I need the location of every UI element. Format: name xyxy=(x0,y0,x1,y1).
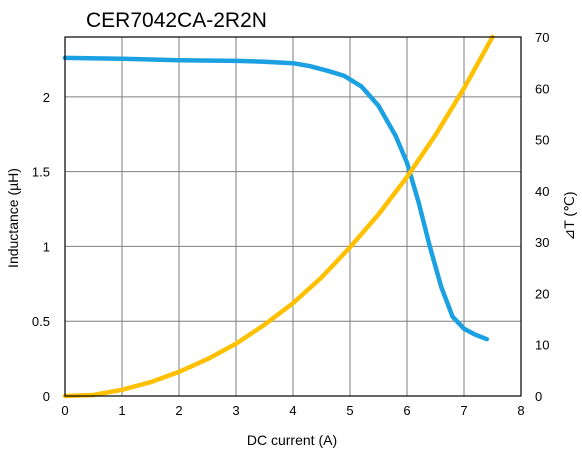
y-left-tick-labels: 0 0.5 1 1.5 2 xyxy=(32,90,50,404)
gridlines xyxy=(65,37,521,396)
y-right-tick-label: 20 xyxy=(535,286,549,301)
series-lines xyxy=(62,34,495,399)
y-left-tick-label: 1 xyxy=(43,239,50,254)
x-tick-label: 8 xyxy=(517,403,524,418)
y-left-tick-label: 0.5 xyxy=(32,314,50,329)
chart-title: CER7042CA-2R2N xyxy=(86,9,267,32)
x-axis-label: DC current (A) xyxy=(247,432,337,448)
y-right-tick-label: 30 xyxy=(535,235,549,250)
x-tick-label: 6 xyxy=(403,403,410,418)
x-tick-label: 1 xyxy=(118,403,125,418)
y-right-tick-label: 60 xyxy=(535,81,549,96)
y-right-tick-label: 50 xyxy=(535,133,549,148)
plot-frame xyxy=(64,36,522,397)
y-right-tick-label: 70 xyxy=(535,30,549,45)
y-left-tick-label: 2 xyxy=(43,90,50,105)
x-tick-label: 0 xyxy=(61,403,68,418)
y-left-axis-label: Inductance (µH) xyxy=(5,168,21,268)
x-tick-label: 4 xyxy=(289,403,296,418)
x-tick-label: 7 xyxy=(460,403,467,418)
y-right-tick-label: 0 xyxy=(535,389,542,404)
y-right-tick-labels: 0 10 20 30 40 50 60 70 xyxy=(535,30,549,404)
y-left-tick-label: 0 xyxy=(43,389,50,404)
y-right-tick-label: 10 xyxy=(535,338,549,353)
y-right-axis-label: ⊿T (℃) xyxy=(561,192,577,241)
y-left-tick-label: 1.5 xyxy=(32,165,50,180)
x-tick-label: 3 xyxy=(232,403,239,418)
x-tick-label: 2 xyxy=(175,403,182,418)
x-tick-label: 5 xyxy=(346,403,353,418)
inductance-line xyxy=(62,55,490,342)
x-tick-labels: 0 1 2 3 4 5 6 7 8 xyxy=(61,403,524,418)
temperature-rise-line xyxy=(62,34,495,399)
y-right-tick-label: 40 xyxy=(535,184,549,199)
